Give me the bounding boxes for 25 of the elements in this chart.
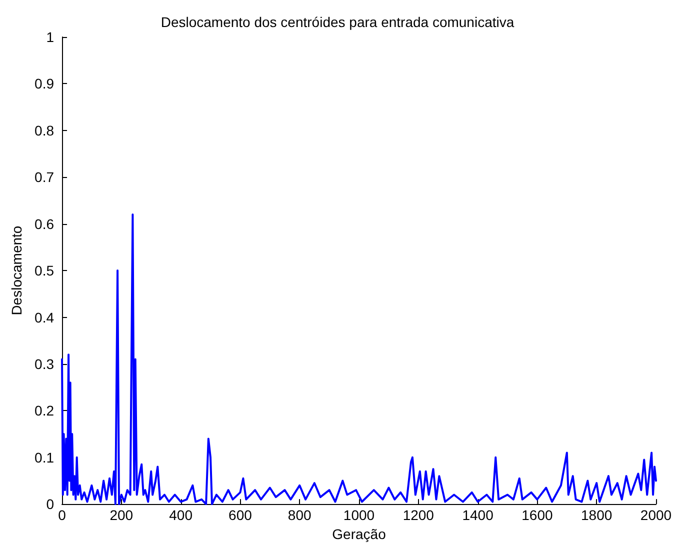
x-tick-label: 1000 [343, 507, 375, 524]
y-tick-label: 0.9 [34, 76, 54, 92]
x-tick-label: 0 [58, 507, 66, 524]
chart-title: Deslocamento dos centróides para entrada comunicativa [160, 14, 514, 30]
y-tick-label: 0 [46, 496, 54, 512]
y-tick-label: 0.1 [34, 449, 54, 466]
y-axis-title: Deslocamento [8, 226, 25, 316]
x-tick-label: 1400 [462, 507, 494, 524]
x-tick-label: 200 [110, 507, 134, 524]
x-tick-label: 1600 [522, 507, 553, 524]
y-tick-label: 1 [46, 29, 54, 45]
y-tick-label: 0.7 [34, 169, 54, 186]
x-tick-label: 1800 [581, 507, 612, 524]
x-tick-label: 1200 [402, 507, 434, 524]
x-tick-label: 2000 [640, 507, 672, 524]
y-tick-label: 0.3 [34, 356, 54, 372]
y-tick-label: 0.5 [34, 262, 54, 279]
y-tick-label: 0.2 [34, 402, 54, 419]
y-tick-label: 0.8 [34, 122, 54, 138]
y-tick-label: 0.4 [34, 309, 54, 326]
x-tick-label: 600 [228, 507, 252, 524]
x-tick-label: 400 [169, 507, 193, 524]
x-axis-title: Geração [332, 526, 386, 542]
x-tick-label: 800 [288, 507, 312, 524]
y-tick-label: 0.6 [34, 216, 54, 232]
